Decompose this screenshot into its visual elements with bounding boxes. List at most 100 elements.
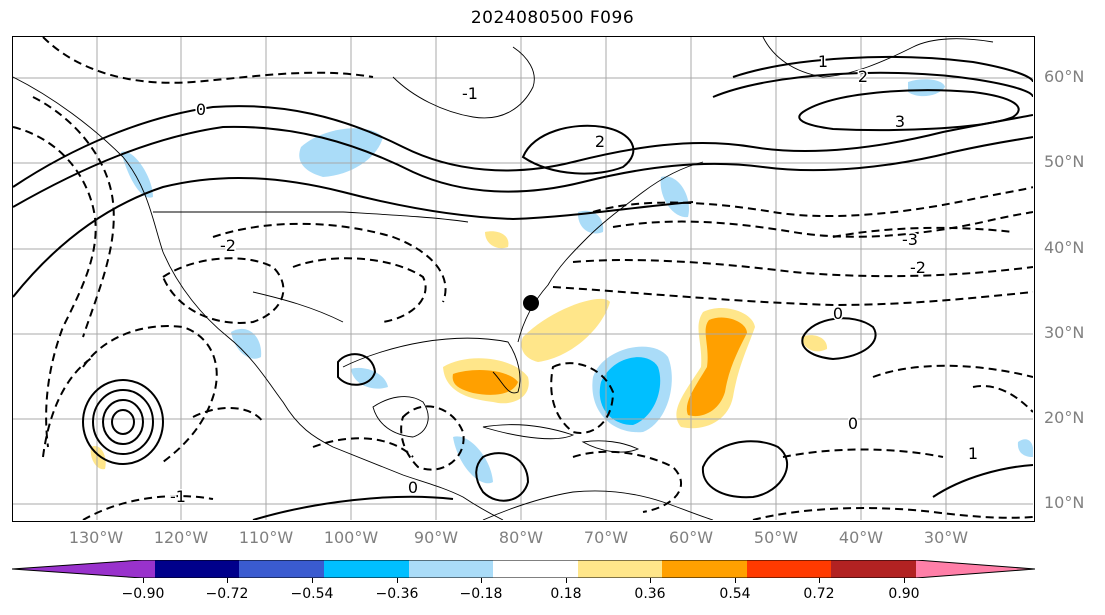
contour-dashed [13, 126, 97, 448]
colorbar-segment [578, 560, 662, 578]
colorbar-tickmark [735, 578, 736, 583]
cool-anomaly-caribbean [453, 436, 493, 484]
lon-label: 40°W [838, 528, 884, 547]
lon-label: 110°W [238, 528, 294, 547]
contour-label: -2 [910, 258, 926, 277]
contour-dashed [612, 211, 1033, 238]
lat-label: 30°N [1044, 323, 1085, 342]
shaded-anomalies [90, 79, 1033, 484]
map-svg: 0 -1 1 2 -2 3 -3 0 0 -1 1 0 2 -2 [13, 37, 1033, 520]
contour-label: 2 [858, 67, 868, 86]
lat-label: 60°N [1044, 67, 1085, 86]
contour-dashed [192, 406, 264, 423]
colorbar-tick-label: −0.18 [459, 586, 503, 602]
contour-solid [801, 317, 877, 361]
colorbar-tick-label: −0.90 [121, 586, 165, 602]
colorbar-tick-label: 0.18 [550, 586, 582, 602]
contour-dashed [82, 495, 214, 520]
colorbar-segment [409, 560, 493, 578]
contour-solid [252, 495, 454, 520]
pacific-low-contour [111, 409, 135, 435]
lon-label: 90°W [413, 528, 459, 547]
contour-dashed [550, 362, 615, 434]
lat-label: 10°N [1044, 493, 1085, 512]
colorbar-segment [324, 560, 409, 578]
contour-dashed [572, 259, 1033, 278]
map-panel: 0 -1 1 2 -2 3 -3 0 0 -1 1 0 2 -2 [12, 36, 1035, 522]
contour-label: -3 [902, 230, 918, 249]
contour-dashed [832, 226, 1014, 238]
colorbar-tick-label: 0.54 [719, 586, 751, 602]
storm-center-marker [523, 295, 539, 311]
strong-cool-anomaly-atlantic [599, 357, 661, 425]
colorbar-tickmark [650, 578, 651, 583]
colorbar-tickmark [143, 578, 144, 583]
cool-anomaly-greenland [908, 79, 945, 97]
colorbar-segments [12, 560, 1035, 578]
contour-solid [712, 71, 1033, 98]
chart-title: 2024080500 F096 [470, 8, 635, 28]
colorbar [12, 560, 1035, 578]
gulf-coast [342, 337, 521, 394]
contour-dashed [42, 37, 374, 84]
contour-dashed [592, 186, 1033, 218]
pacific-low-contour [82, 379, 164, 465]
contour-solid [13, 105, 1033, 188]
colorbar-extend-max [916, 560, 1035, 578]
lon-label: 50°W [753, 528, 799, 547]
contour-solid [337, 353, 377, 386]
south-america-coast [482, 490, 714, 520]
contour-solid [13, 176, 694, 298]
contour-dashed [312, 437, 414, 458]
cool-anomaly-nova-scotia [660, 176, 689, 218]
north-america-west-coast [13, 76, 504, 520]
colorbar-tickmark [227, 578, 228, 583]
lon-label: 30°W [923, 528, 969, 547]
contour-label: 0 [833, 304, 843, 323]
lon-label: 70°W [583, 528, 629, 547]
contour-dashed [552, 286, 1033, 307]
colorbar-segment [155, 560, 239, 578]
colorbar-tickmark [397, 578, 398, 583]
colorbar-tickmark [566, 578, 567, 583]
colorbar-segment [493, 560, 578, 578]
contour-solid [701, 440, 789, 499]
contour-label: -1 [170, 487, 186, 506]
contour-dashed [212, 222, 447, 303]
colorbar-tick-label: −0.36 [375, 586, 419, 602]
strong-warm-anomaly-central-atlantic [686, 317, 747, 417]
colorbar-extend-min [12, 560, 142, 578]
colorbar-tickmark [481, 578, 482, 583]
graticule [13, 37, 1033, 520]
colorbar-segment [831, 560, 916, 578]
colorbar-tickmark [312, 578, 313, 583]
contour-solid [13, 125, 1033, 208]
contour-label: 0 [196, 100, 206, 119]
contour-dashed [972, 385, 1033, 413]
lat-label: 20°N [1044, 408, 1085, 427]
contour-label: 0 [408, 478, 418, 497]
yucatan [372, 396, 429, 438]
contour-solid [932, 464, 1033, 498]
colorbar-segment [747, 560, 831, 578]
hudson-bay [392, 46, 535, 119]
mexico-border [252, 291, 344, 323]
strong-warm-anomaly-gulf [452, 370, 518, 395]
contour-label: 1 [968, 444, 978, 463]
hispaniola [581, 440, 640, 453]
colorbar-tick-label: 0.72 [803, 586, 835, 602]
pacific-low-contour [102, 399, 144, 445]
warm-anomaly-ohio [485, 231, 509, 249]
cuba [482, 424, 575, 440]
contour-label: -2 [220, 236, 236, 255]
contour-dashed [872, 364, 1033, 378]
contour-label: 2 [595, 132, 605, 151]
contour-dashed [292, 257, 427, 323]
contour-labels: 0 -1 1 2 -2 3 -3 0 0 -1 1 0 2 -2 [169, 51, 980, 508]
contour-dashed [82, 325, 218, 463]
pacific-low-contour [92, 389, 154, 455]
contour-solid [798, 89, 1020, 132]
colorbar-tickmark [819, 578, 820, 583]
contour-dashed [572, 450, 683, 513]
lon-label: 60°W [668, 528, 714, 547]
